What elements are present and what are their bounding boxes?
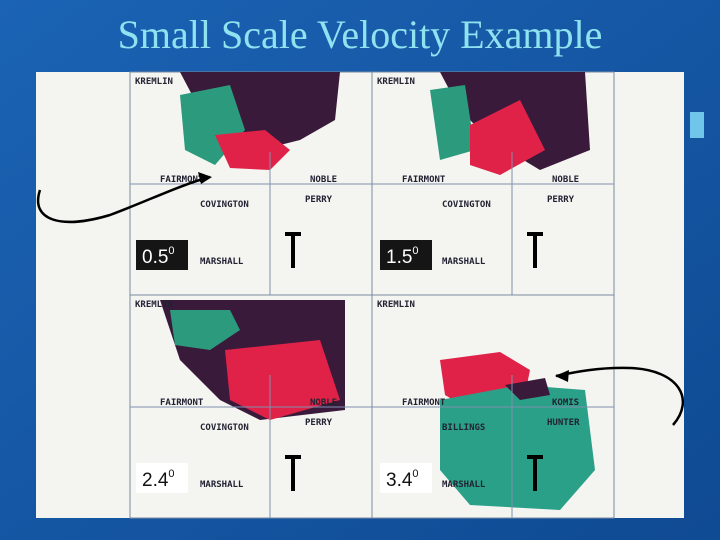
tornado-marker [285, 455, 301, 491]
place-name: KOMIS [552, 398, 579, 408]
elevation-value: 3.4 [386, 470, 413, 491]
tornado-marker [527, 455, 543, 491]
elevation-label: 0.50 [142, 245, 175, 268]
velocity-area [430, 85, 475, 160]
degree-sign: 0 [412, 468, 418, 480]
radar-panel: KREMLIN FAIRMONT BILLINGS HUNTER KOMIS MARSHA… [371, 294, 615, 519]
place-name: NOBLE [310, 398, 337, 408]
place-name: FAIRMONT [402, 398, 446, 408]
arrow [555, 366, 685, 426]
place-name: MARSHALL [200, 257, 244, 267]
place-name: FAIRMONT [160, 175, 204, 185]
place-name: FAIRMONT [160, 398, 204, 408]
arrow-head [555, 370, 569, 382]
radar-panel: KREMLIN FAIRMONT COVINGTON PERRY NOBLE MARSHA… [129, 294, 373, 519]
elevation-box [136, 463, 188, 493]
place-name: FAIRMONT [402, 175, 446, 185]
slide-title: Small Scale Velocity Example [118, 12, 603, 57]
tornado-marker [527, 232, 543, 268]
place-name: COVINGTON [200, 200, 249, 210]
place-name: NOBLE [552, 175, 579, 185]
elevation-label: 2.40 [142, 468, 175, 491]
arrow-head [198, 172, 212, 184]
tornado-marker [285, 232, 301, 268]
degree-sign: 0 [412, 245, 418, 257]
place-name: COVINGTON [200, 423, 249, 433]
place-name: HUNTER [547, 418, 580, 428]
place-name: BILLINGS [442, 423, 485, 433]
radar-panel: KREMLIN FAIRMONT COVINGTON PERRY NOBLE MARSHA… [129, 71, 373, 296]
place-name: PERRY [305, 195, 333, 205]
velocity-area [440, 385, 595, 510]
elevation-label: 3.40 [386, 468, 419, 491]
velocity-area [470, 100, 545, 175]
arrow [36, 175, 211, 224]
decoration [690, 112, 704, 138]
place-name: KREMLIN [377, 300, 415, 310]
elevation-label: 1.50 [386, 245, 419, 268]
elevation-box [136, 240, 188, 270]
place-name: COVINGTON [442, 200, 491, 210]
elevation-box [380, 463, 432, 493]
radar-panel: KREMLIN FAIRMONT COVINGTON PERRY NOBLE MARSHA… [371, 71, 615, 296]
place-name: NOBLE [310, 175, 337, 185]
elevation-box [380, 240, 432, 270]
place-name: PERRY [547, 195, 575, 205]
place-name: KREMLIN [135, 77, 173, 87]
elevation-value: 2.4 [142, 470, 169, 491]
velocity-area [225, 340, 340, 420]
degree-sign: 0 [168, 245, 174, 257]
degree-sign: 0 [168, 468, 174, 480]
velocity-area [170, 310, 240, 350]
velocity-area [215, 130, 290, 170]
place-name: MARSHALL [442, 480, 486, 490]
elevation-value: 1.5 [386, 247, 412, 268]
place-name: PERRY [305, 418, 333, 428]
place-name: MARSHALL [200, 480, 244, 490]
place-name: KREMLIN [135, 300, 173, 310]
elevation-value: 0.5 [142, 247, 168, 268]
place-name: KREMLIN [377, 77, 415, 87]
velocity-area [505, 378, 550, 400]
place-name: MARSHALL [442, 257, 486, 267]
panels: KREMLIN FAIRMONT COVINGTON PERRY NOBLE MARSHA… [129, 71, 615, 519]
